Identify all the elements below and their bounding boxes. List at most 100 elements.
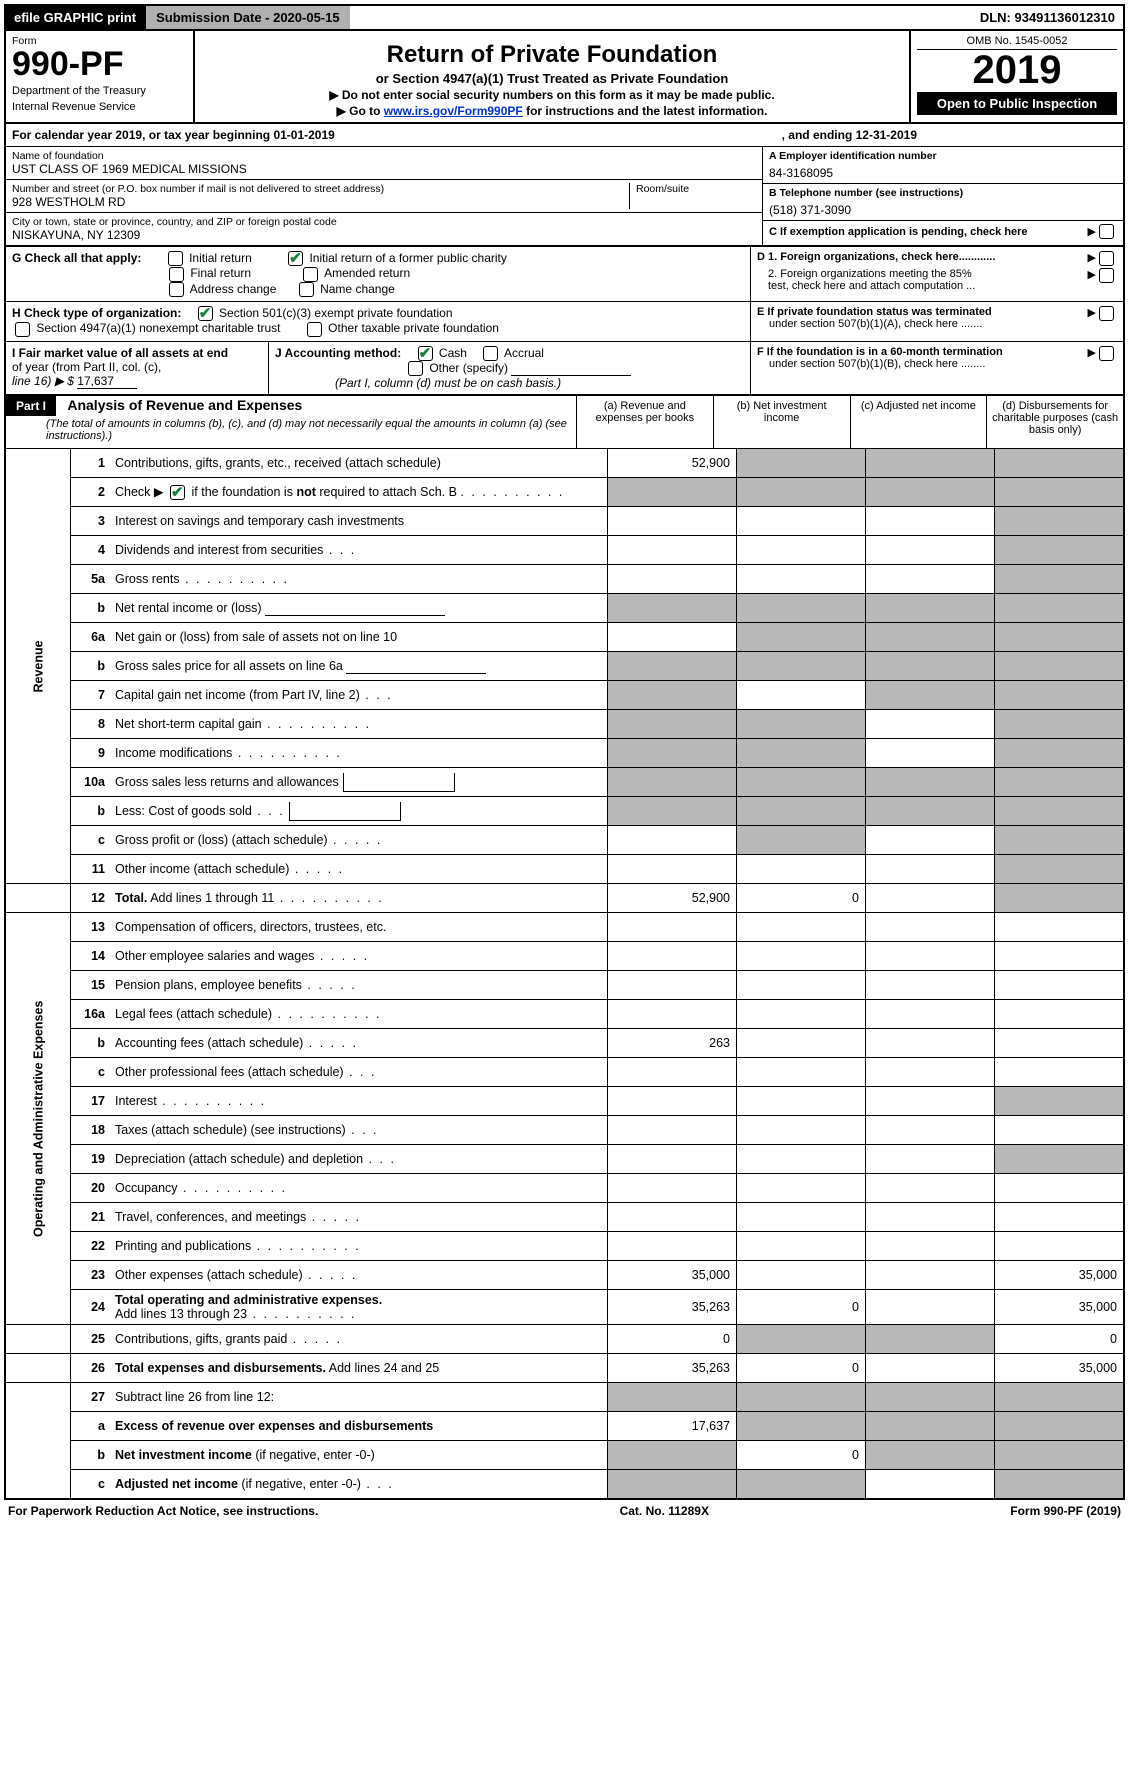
col-b-hdr: (b) Net investment income [713,396,850,448]
l1c [866,449,995,478]
cb-addr-change[interactable] [169,282,184,297]
l24b: 0 [737,1290,866,1325]
efile-label: efile GRAPHIC print [6,6,144,29]
l9: Income modifications [111,739,608,768]
arrow-icon: ▶ [1088,225,1096,238]
j-label: J Accounting method: [275,346,401,360]
footer-right: Form 990-PF (2019) [1010,1504,1121,1518]
note2-pre: ▶ Go to [337,104,384,118]
fmv-value: 17,637 [77,374,137,389]
cb-f[interactable] [1099,346,1114,361]
cb-accrual[interactable] [483,346,498,361]
j-other: Other (specify) [429,361,508,375]
c-checkbox[interactable] [1099,224,1114,239]
l2c: required to attach Sch. B [316,485,457,499]
l24a: 35,263 [608,1290,737,1325]
l12a: 52,900 [608,884,737,913]
l6b: Gross sales price for all assets on line… [111,652,608,681]
form-subtitle: or Section 4947(a)(1) Trust Treated as P… [201,71,903,86]
ijf-row: I Fair market value of all assets at end… [6,342,1123,395]
room-sub: Room/suite [629,183,756,209]
cb-d2[interactable] [1099,268,1114,283]
h-left: H Check type of organization: Section 50… [6,302,750,341]
note2-post: for instructions and the latest informat… [523,104,768,118]
d2a: 2. Foreign organizations meeting the 85% [768,268,972,280]
form-number: 990-PF [12,47,187,81]
l23a: 35,000 [608,1261,737,1290]
l2a: Check ▶ [115,485,164,499]
l2: Check ▶ if the foundation is not require… [111,478,608,507]
l8: Net short-term capital gain [111,710,608,739]
footer-mid: Cat. No. 11289X [620,1504,709,1518]
cb-initial-former[interactable] [288,251,303,266]
l18: Taxes (attach schedule) (see instruction… [111,1116,608,1145]
h-other: Other taxable private foundation [328,321,499,335]
l5b: Net rental income or (loss) [111,594,608,623]
city-value: NISKAYUNA, NY 12309 [12,228,756,242]
l23: Other expenses (attach schedule) [111,1261,608,1290]
footer: For Paperwork Reduction Act Notice, see … [4,1500,1125,1518]
submission-date: Submission Date - 2020-05-15 [144,6,350,29]
cb-amended[interactable] [303,267,318,282]
g-left: G Check all that apply: Initial return I… [6,247,750,301]
cb-name-change[interactable] [299,282,314,297]
addr-value: 928 WESTHOLM RD [12,195,629,209]
e-right: E If private foundation status was termi… [750,302,1123,341]
c-label: C If exemption application is pending, c… [769,226,1028,238]
city-label: City or town, state or province, country… [12,216,756,228]
e1: E If private foundation status was termi… [757,306,992,318]
l26a: 35,263 [608,1354,737,1383]
cb-e[interactable] [1099,306,1114,321]
topbar-spacer [350,6,972,29]
l27c: Adjusted net income (if negative, enter … [111,1470,608,1499]
l10c: Gross profit or (loss) (attach schedule) [111,826,608,855]
col-d-hdr: (d) Disbursements for charitable purpose… [986,396,1123,448]
l25a: 0 [608,1325,737,1354]
header-right: OMB No. 1545-0052 2019 Open to Public In… [911,31,1123,122]
l25d: 0 [995,1325,1124,1354]
dept-treasury: Department of the Treasury [12,85,187,97]
d-right: D 1. Foreign organizations, check here..… [750,247,1123,301]
entity-right: A Employer identification number 84-3168… [762,147,1123,245]
part1-title: Analysis of Revenue and Expenses [67,397,302,413]
header-mid: Return of Private Foundation or Section … [195,31,911,122]
g-label: G Check all that apply: [12,251,141,265]
cb-initial[interactable] [168,251,183,266]
l2not: not [296,485,315,499]
cb-sch-b[interactable] [170,485,185,500]
l7: Capital gain net income (from Part IV, l… [111,681,608,710]
addr-sub: Number and street (or P.O. box number if… [12,183,629,209]
l1a: 52,900 [608,449,737,478]
f-right: F If the foundation is in a 60-month ter… [750,342,1123,395]
g-addr-change: Address change [190,282,277,296]
l2b: if the foundation is [192,485,297,499]
e-text: E If private foundation status was termi… [757,306,992,330]
l17: Interest [111,1087,608,1116]
cb-final[interactable] [169,267,184,282]
cal-end: , and ending 12-31-2019 [782,128,917,142]
cb-501c3[interactable] [198,306,213,321]
g-row: G Check all that apply: Initial return I… [6,247,1123,302]
g-final: Final return [190,266,251,280]
ein-cell: A Employer identification number 84-3168… [763,147,1123,184]
h-501: Section 501(c)(3) exempt private foundat… [219,306,452,320]
d2-text: D 2. Foreign organizations meeting the 8… [757,268,975,292]
phone-cell: B Telephone number (see instructions) (5… [763,184,1123,221]
cb-other-tax[interactable] [307,322,322,337]
f2: under section 507(b)(1)(B), check here .… [769,358,985,370]
cb-d1[interactable] [1099,251,1114,266]
l14: Other employee salaries and wages [111,942,608,971]
side-opex: Operating and Administrative Expenses [6,913,71,1325]
irs-link[interactable]: www.irs.gov/Form990PF [384,104,523,118]
cb-cash[interactable] [418,346,433,361]
l27b: Net investment income (if negative, ente… [111,1441,608,1470]
l26d: 35,000 [995,1354,1124,1383]
l27a: Excess of revenue over expenses and disb… [111,1412,608,1441]
part1-header: Part I Analysis of Revenue and Expenses … [6,394,1123,449]
l27a-a: 17,637 [608,1412,737,1441]
cb-other-method[interactable] [408,361,423,376]
j-cash: Cash [439,346,467,360]
l5a: Gross rents [111,565,608,594]
cb-4947[interactable] [15,322,30,337]
foundation-name: UST CLASS OF 1969 MEDICAL MISSIONS [12,162,756,176]
